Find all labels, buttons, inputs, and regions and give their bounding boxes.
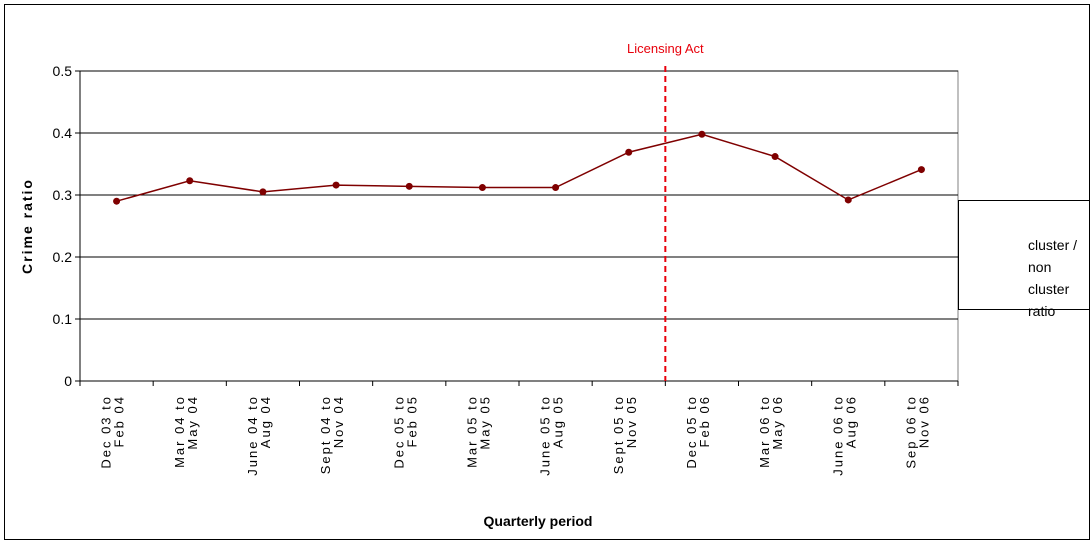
- plot-area: [79, 70, 959, 382]
- data-point: [332, 181, 340, 189]
- series-line: [116, 133, 922, 202]
- data-point: [625, 148, 633, 156]
- x-tick-label: Sept 04 toNov 04: [318, 395, 346, 474]
- x-tick-label: Sep 06 toNov 06: [903, 395, 931, 469]
- legend: [958, 200, 1090, 310]
- y-tick-label: 0.2: [53, 249, 73, 265]
- x-tick-label: Dec 05 toFeb 06: [684, 395, 712, 469]
- data-point: [405, 182, 413, 190]
- y-tick-label: 0: [64, 373, 72, 389]
- x-tick-label: June 04 toAug 04: [245, 395, 273, 476]
- x-tick-label: Dec 05 toFeb 05: [391, 395, 419, 469]
- data-point: [186, 177, 194, 185]
- licensing-act-label: Licensing Act: [627, 41, 704, 56]
- x-tick-label: June 06 toAug 06: [830, 395, 858, 476]
- x-axis-title: Quarterly period: [484, 513, 593, 529]
- chart-frame: [4, 4, 1090, 540]
- data-point: [917, 166, 925, 174]
- legend-label: cluster / non cluster ratio: [1028, 237, 1078, 319]
- y-axis-title: Crime ratio: [19, 178, 35, 274]
- data-point: [478, 184, 486, 192]
- x-tick-label: Mar 04 toMay 04: [172, 395, 200, 468]
- data-point: [113, 197, 121, 205]
- y-tick-label: 0.1: [53, 311, 73, 327]
- data-point: [552, 184, 560, 192]
- data-point: [844, 196, 852, 204]
- x-tick-label: June 05 toAug 05: [538, 395, 566, 476]
- x-tick-label: Dec 03 toFeb 04: [99, 395, 127, 469]
- x-tick-label: Mar 06 toMay 06: [757, 395, 785, 468]
- y-tick-label: 0.3: [53, 187, 73, 203]
- y-tick-label: 0.4: [53, 125, 73, 141]
- data-point: [698, 130, 706, 138]
- y-tick-label: 0.5: [53, 63, 73, 79]
- data-point: [259, 188, 267, 196]
- x-tick-label: Mar 05 toMay 05: [464, 395, 492, 468]
- x-tick-label: Sept 05 toNov 05: [611, 395, 639, 474]
- data-point: [771, 153, 779, 161]
